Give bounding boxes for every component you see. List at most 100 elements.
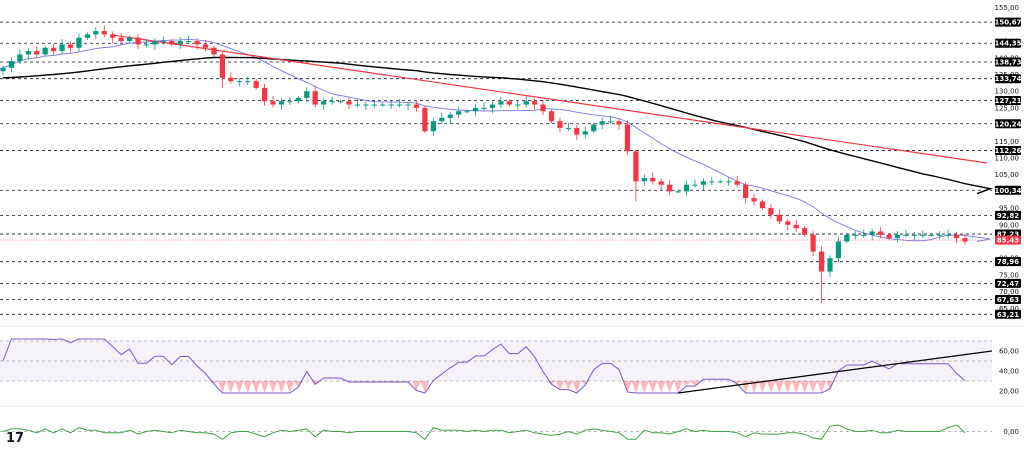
candle-body — [548, 111, 555, 122]
candle-body — [67, 44, 74, 48]
candle-body — [337, 101, 344, 103]
candle-body — [886, 234, 892, 239]
oscillator-line — [2, 424, 966, 441]
candle-body — [844, 234, 850, 242]
candle-body — [759, 201, 766, 209]
candle-body — [751, 198, 757, 202]
candle-body — [489, 104, 496, 108]
candle-body — [346, 101, 352, 105]
price-axis-tick-label: 155,00 — [995, 4, 1020, 12]
candle-body — [591, 124, 597, 132]
candle-body — [582, 131, 588, 135]
candle-body — [329, 101, 335, 103]
candle-body — [793, 224, 799, 229]
price-axis-tick-label: 105,00 — [995, 171, 1020, 179]
candle-body — [135, 37, 141, 45]
level-badge — [995, 17, 1021, 27]
candle-body — [768, 208, 774, 215]
candle-body — [953, 234, 960, 239]
candle-body — [422, 107, 428, 132]
candle-body — [312, 91, 318, 105]
price-axis-tick-label: 110,00 — [995, 154, 1020, 162]
candle-body — [861, 234, 867, 236]
candle-body — [869, 231, 875, 235]
price-axis-tick-label: 115,00 — [995, 138, 1020, 146]
candle-body — [439, 117, 445, 122]
candle-body — [363, 104, 369, 106]
level-badge-label: 144,35 — [994, 40, 1021, 48]
candle-body — [920, 234, 926, 236]
candle-body — [557, 121, 563, 128]
candle-body — [903, 234, 909, 236]
candle-body — [852, 234, 858, 236]
candle-body — [295, 97, 301, 102]
candle-body — [413, 104, 420, 108]
price-panel — [0, 21, 1024, 327]
downtrend-line[interactable] — [112, 34, 988, 164]
candle-body — [110, 34, 116, 38]
rsi-trend-line[interactable] — [678, 350, 993, 394]
level-badge — [995, 74, 1021, 84]
candle-body — [835, 241, 842, 259]
candle-body — [270, 101, 276, 105]
price-axis-tick-label: 65,00 — [999, 305, 1019, 313]
level-badge — [995, 38, 1021, 48]
candle-body — [160, 41, 166, 43]
candle-body — [253, 81, 259, 88]
candle-body — [152, 41, 158, 45]
rsi-oversold-fill — [209, 381, 835, 393]
candle-body — [177, 41, 183, 45]
candle-body — [667, 184, 673, 192]
rsi-line — [2, 338, 966, 394]
candle-body — [785, 221, 791, 225]
candle-body — [574, 127, 580, 135]
price-axis-tick-label: 130,00 — [995, 88, 1020, 96]
candle-body — [616, 121, 622, 125]
level-badge-label: 138,73 — [994, 59, 1021, 67]
candle-body — [894, 234, 901, 239]
level-badge — [995, 278, 1021, 288]
candle-body — [126, 37, 133, 42]
candle-body — [143, 44, 150, 46]
candle-body — [17, 54, 23, 62]
candle-body — [498, 101, 504, 105]
level-badge — [995, 185, 1021, 195]
candle-body — [911, 234, 917, 236]
moving-average-slow-line — [2, 56, 993, 195]
rsi-axis-tick-label: 20,00 — [999, 388, 1019, 396]
level-badge-label: 100,34 — [994, 187, 1021, 195]
candle-body — [396, 104, 403, 106]
level-badge — [995, 295, 1021, 305]
candle-body — [523, 101, 529, 105]
candle-body — [650, 178, 656, 182]
candle-body — [169, 41, 175, 45]
level-badge — [995, 210, 1021, 220]
current-price-badge-label: 85,43 — [997, 237, 1019, 245]
level-badge-label: 150,67 — [994, 19, 1021, 27]
candle-body — [515, 104, 521, 106]
candle-body — [194, 41, 200, 45]
candle-body — [93, 31, 99, 35]
candle-body — [734, 181, 740, 185]
candle-body — [34, 51, 40, 55]
level-badge-label: 120,24 — [994, 120, 1021, 128]
candle-body — [380, 104, 386, 106]
candle-body — [118, 37, 124, 42]
price-axis-tick-label: 70,00 — [999, 288, 1019, 296]
candle-body — [236, 81, 242, 83]
candle-body — [506, 101, 512, 105]
level-badge-label: 133,74 — [994, 75, 1021, 83]
level-badge-label: 67,63 — [997, 296, 1019, 304]
candle-body — [599, 121, 605, 125]
candle-body — [456, 111, 462, 115]
level-badge-label: 127,21 — [994, 97, 1021, 105]
level-badge — [995, 309, 1021, 319]
candle-body — [624, 124, 631, 152]
moving-average-fast-line — [2, 38, 991, 242]
candle-body — [802, 228, 808, 235]
candle-body — [827, 258, 833, 272]
rsi-axis-tick-label: 60,00 — [999, 348, 1019, 356]
level-badge — [995, 57, 1021, 67]
